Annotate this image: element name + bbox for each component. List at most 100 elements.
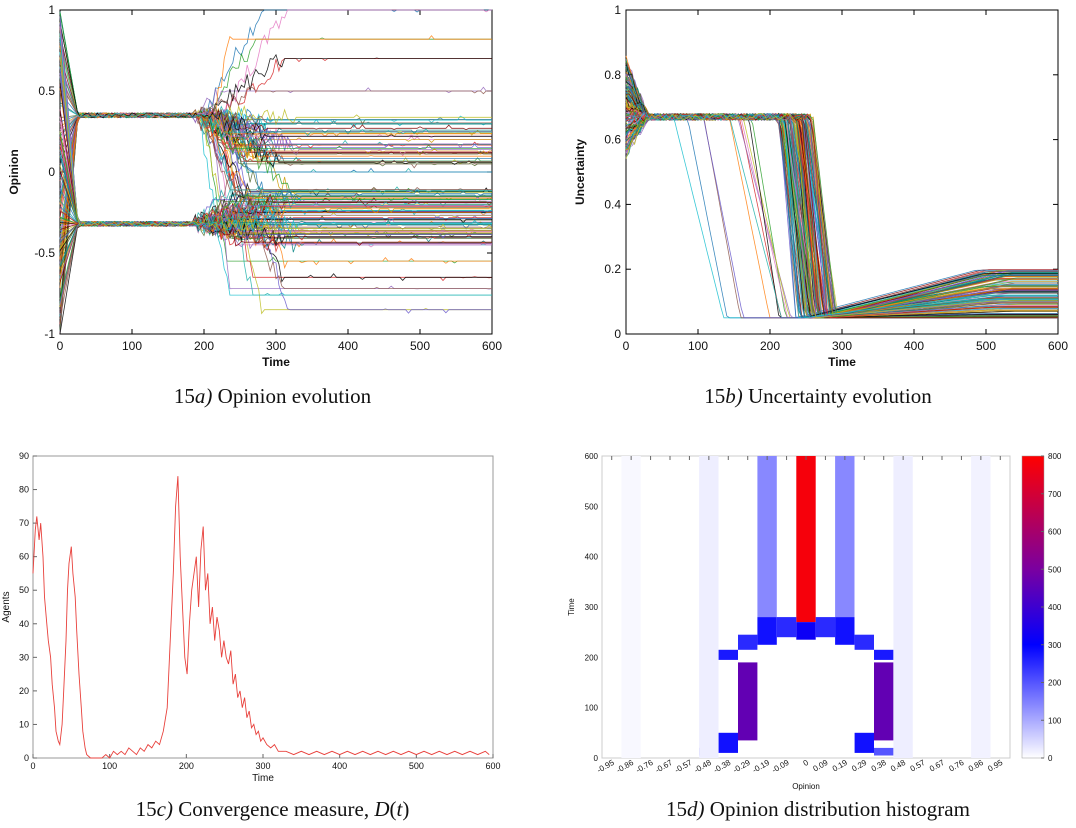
histogram-x-tick-label: 0.95 (986, 758, 1004, 774)
uncertainty-x-tick-label: 0 (623, 339, 630, 353)
opinion-x-tick-label: 100 (122, 339, 142, 353)
uncertainty-y-tick-label: 0.2 (604, 262, 621, 276)
histogram-cell (815, 617, 836, 638)
histogram-x-tick-label: 0.67 (928, 758, 946, 774)
histogram-y-tick-label: 400 (585, 553, 599, 562)
opinion-y-tick-label: 1 (48, 3, 55, 17)
histogram-x-tick-label: 0.29 (850, 758, 868, 774)
histogram-cell (796, 456, 816, 623)
histogram-x-tick-label: -0.95 (595, 758, 616, 775)
histogram-x-tick-label: 0 (802, 758, 811, 768)
opinion-agent-line (59, 104, 492, 141)
opinion-agent-line (59, 131, 492, 240)
convergence-x-axis-label: Time (252, 773, 274, 784)
opinion-x-tick-label: 200 (194, 339, 214, 353)
histogram-cell (874, 662, 894, 741)
histogram-x-tick-label: -0.48 (693, 758, 714, 775)
opinion-x-tick-label: 400 (338, 339, 358, 353)
histogram-cell (874, 747, 894, 756)
convergence-series-line (32, 476, 490, 759)
convergence-y-tick-label: 0 (24, 753, 29, 763)
uncertainty-y-tick-label: 0.8 (604, 68, 621, 82)
opinion-y-tick-label: 0 (48, 165, 55, 179)
histogram-y-tick-label: 200 (585, 653, 599, 662)
uncertainty-x-tick-label: 300 (832, 339, 852, 353)
convergence-x-tick-label: 100 (102, 761, 117, 771)
opinion-agent-line (59, 205, 492, 279)
convergence-chart: 0 100 200 300 400 500 600 0 10 20 30 40 50 60 70 80 90 Ti… (1, 451, 501, 784)
histogram-cell (718, 732, 738, 753)
opinion-x-tick-label: 600 (482, 339, 502, 353)
histogram-y-tick-label: 100 (585, 704, 599, 713)
uncertainty-evolution-chart: 0 100 200 300 400 500 600 0 0.2 0.4 0.6 0.8 1 Time Unc… (573, 3, 1068, 369)
opinion-agent-line (59, 22, 492, 142)
opinion-series-group (59, 9, 493, 334)
histogram-cell (738, 662, 758, 741)
histogram-x-tick-label: -0.29 (731, 758, 752, 775)
opinion-x-tick-label: 500 (410, 339, 430, 353)
histogram-cell (757, 617, 777, 645)
histogram-x-tick-label: -0.19 (751, 758, 772, 775)
convergence-y-tick-label: 80 (19, 485, 29, 495)
convergence-x-tick-label: 200 (179, 761, 194, 771)
opinion-evolution-panel: 0 100 200 300 400 500 600 -1 -0.5 0 0.5 1 Time Opinio… (0, 0, 520, 380)
convergence-y-tick-label: 10 (19, 719, 29, 729)
colorbar-tick-label: 400 (1048, 603, 1062, 612)
histogram-cell (835, 617, 855, 645)
histogram-y-axis-label: Time (567, 598, 576, 616)
uncertainty-agent-line (625, 113, 1058, 319)
caption-b: 15b) Uncertainty evolution (704, 384, 932, 408)
histogram-cell (971, 456, 991, 758)
histogram-cell (796, 622, 816, 640)
uncertainty-x-axis-label: Time (828, 355, 856, 369)
colorbar-tick-label: 200 (1048, 679, 1062, 688)
convergence-x-tick-label: 0 (30, 761, 35, 771)
convergence-y-tick-label: 60 (19, 552, 29, 562)
histogram-panel: -0.95 -0.86 -0.76 -0.67 -0.57 -0.48 -0.38 -0.29… (560, 440, 1076, 800)
convergence-x-tick-label: 600 (485, 761, 500, 771)
histogram-x-tick-label: -0.86 (615, 758, 636, 775)
histogram-x-tick-label: -0.57 (673, 758, 694, 775)
histogram-cell (854, 634, 874, 650)
convergence-y-tick-label: 20 (19, 686, 29, 696)
colorbar (1021, 455, 1045, 759)
histogram-x-axis-label: Opinion (792, 782, 820, 791)
opinion-agent-line (59, 57, 493, 232)
convergence-panel: 0 100 200 300 400 500 600 0 10 20 30 40 50 60 70 80 90 Ti… (0, 440, 520, 790)
histogram-cell (893, 456, 913, 758)
convergence-x-tick-label: 300 (255, 761, 270, 771)
uncertainty-y-tick-label: 1 (614, 3, 621, 17)
colorbar-tick-label: 0 (1048, 754, 1053, 763)
caption-d: 15d) Opinion distribution histogram (666, 797, 970, 821)
opinion-agent-line (59, 76, 492, 128)
colorbar-tick-label: 700 (1048, 490, 1062, 499)
uncertainty-agent-line (625, 62, 1058, 319)
opinion-x-tick-label: 300 (266, 339, 286, 353)
uncertainty-evolution-panel: 0 100 200 300 400 500 600 0 0.2 0.4 0.6 0.8 1 Time Unc… (560, 0, 1076, 380)
histogram-chart: -0.95 -0.86 -0.76 -0.67 -0.57 -0.48 -0.38 -0.29… (567, 452, 1062, 791)
uncertainty-y-tick-label: 0.4 (604, 197, 621, 211)
histogram-y-tick-label: 300 (585, 603, 599, 612)
uncertainty-x-tick-label: 100 (688, 339, 708, 353)
histogram-cell (738, 634, 758, 650)
histogram-x-tick-label: -0.09 (770, 758, 791, 775)
uncertainty-y-axis-label: Uncertainty (573, 139, 587, 205)
colorbar-tick-label: 100 (1048, 716, 1062, 725)
uncertainty-series-group (625, 55, 1058, 319)
histogram-cell (757, 456, 777, 618)
histogram-x-tick-label: 0.76 (947, 758, 965, 774)
convergence-x-tick-label: 500 (409, 761, 424, 771)
histogram-x-tick-label: 0.19 (831, 758, 849, 774)
colorbar-tick-label: 800 (1048, 452, 1062, 461)
uncertainty-x-tick-label: 200 (760, 339, 780, 353)
uncertainty-x-tick-label: 600 (1048, 339, 1068, 353)
opinion-y-tick-label: -1 (44, 327, 55, 341)
uncertainty-y-tick-label: 0 (614, 327, 621, 341)
opinion-y-tick-label: -0.5 (34, 246, 55, 260)
histogram-cell (874, 649, 894, 660)
histogram-x-tick-label: -0.67 (654, 758, 675, 775)
uncertainty-agent-line (626, 108, 1058, 319)
opinion-y-axis-label: Opinion (7, 149, 21, 194)
convergence-y-tick-label: 40 (19, 619, 29, 629)
opinion-y-tick-label: 0.5 (38, 84, 55, 98)
